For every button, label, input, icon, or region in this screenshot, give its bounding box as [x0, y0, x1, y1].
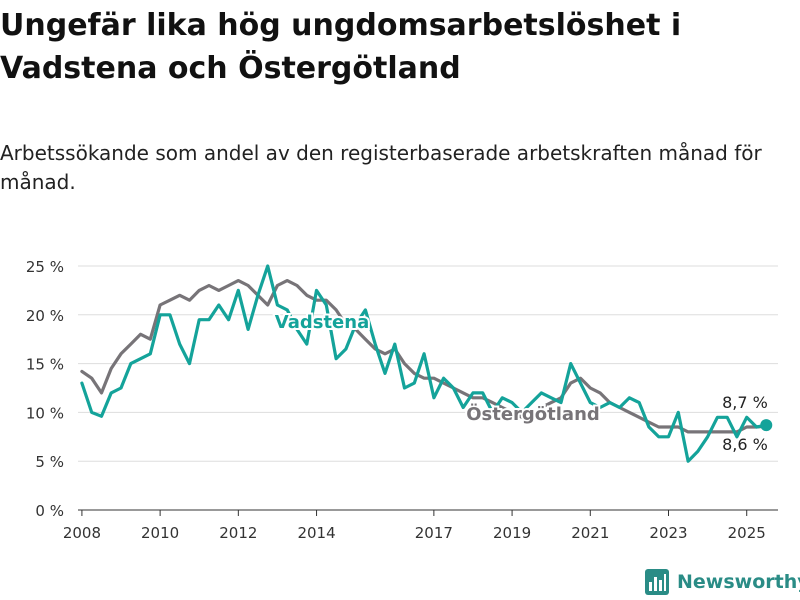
end-value-label: 8,7 %: [722, 393, 768, 412]
chart-title: Ungefär lika hög ungdomsarbetslöshet i V…: [0, 8, 682, 86]
series-line-ostergotland: [80, 279, 768, 434]
end-value-label: 8,6 %: [722, 435, 768, 454]
x-tick-label: 2014: [297, 524, 335, 542]
series-label-vadstena: Vadstena: [275, 312, 369, 333]
y-tick-label: 0 %: [35, 502, 64, 520]
line-chart: 0 % 5 % 10 % 15 % 20 % 25 % 2008 2010 2012 2014 20…: [26, 258, 778, 542]
y-tick-label: 15 %: [26, 356, 64, 374]
chart-subtitle: Arbetssökande som andel av den registerb…: [0, 141, 762, 194]
x-tick-label: 2025: [728, 524, 766, 542]
y-tick-label: 25 %: [26, 258, 64, 276]
x-tick-label: 2012: [219, 524, 257, 542]
y-tick-label: 20 %: [26, 307, 64, 325]
y-tick-label: 5 %: [35, 453, 64, 471]
x-tick-label: 2019: [493, 524, 531, 542]
series-line-vadstena: [80, 264, 768, 463]
x-tick-label: 2008: [63, 524, 101, 542]
series-label-ostergotland: Östergötland: [466, 403, 600, 425]
end-point-vadstena: [760, 419, 773, 432]
bar-chart-icon: [645, 569, 669, 595]
x-tick-label: 2017: [415, 524, 453, 542]
x-tick-label: 2010: [141, 524, 179, 542]
brand-logo: Newsworthy: [645, 569, 800, 595]
y-tick-label: 10 %: [26, 404, 64, 422]
x-tick-label: 2023: [649, 524, 687, 542]
brand-name: Newsworthy: [677, 571, 800, 593]
x-tick-label: 2021: [571, 524, 609, 542]
